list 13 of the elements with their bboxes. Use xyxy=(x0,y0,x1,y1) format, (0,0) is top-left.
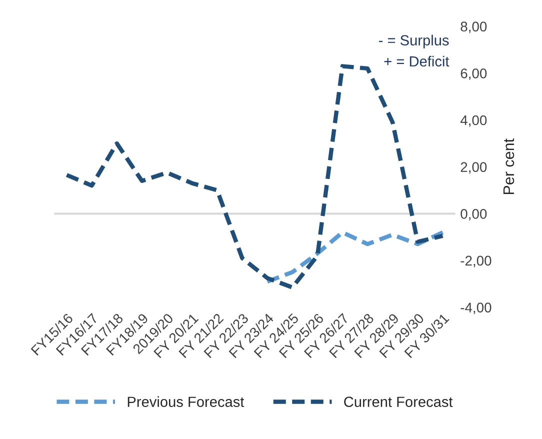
y-tick-label: 6,00 xyxy=(460,68,487,80)
y-tick-label: 0,00 xyxy=(460,208,487,220)
legend-label: Previous Forecast xyxy=(128,396,244,407)
legend-label: Current Forecast xyxy=(344,396,453,407)
annotation: + = Deficit xyxy=(384,56,450,67)
line-series xyxy=(265,230,445,284)
y-tick-label: 2,00 xyxy=(460,162,487,174)
y-tick-label: -4,00 xyxy=(460,302,492,314)
y-axis-title: Per cent xyxy=(503,138,514,194)
annotation: - = Surplus xyxy=(378,34,449,48)
y-tick-label: 8,00 xyxy=(460,22,487,34)
y-tick-label: 4,00 xyxy=(460,115,487,127)
y-tick-label: -2,00 xyxy=(460,256,492,268)
